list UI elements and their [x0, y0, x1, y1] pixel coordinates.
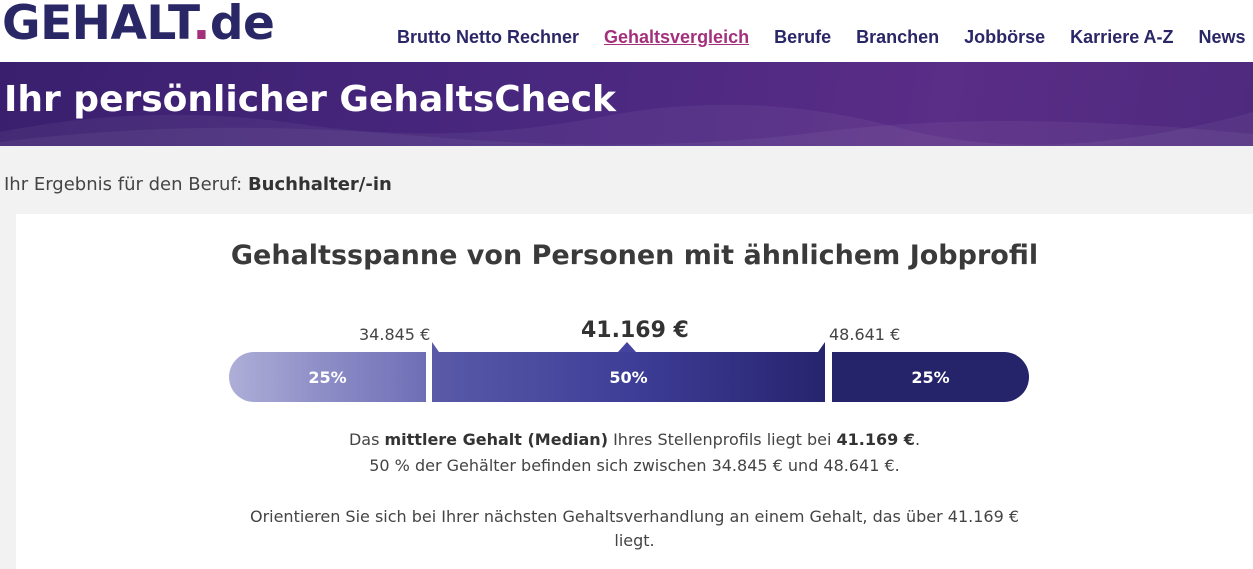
bar-segment-upper: 25%	[832, 352, 1029, 402]
median-description: Das mittlere Gehalt (Median) Ihres Stell…	[16, 430, 1253, 449]
result-line: Ihr Ergebnis für den Beruf: Buchhalter/-…	[4, 174, 392, 195]
nav-karriere-a-z[interactable]: Karriere A-Z	[1070, 27, 1174, 47]
nav-news[interactable]: News	[1198, 27, 1246, 47]
median-desc-e: .	[914, 430, 921, 449]
lower-marker	[432, 342, 439, 352]
nav-jobboerse[interactable]: Jobbörse	[964, 27, 1046, 47]
logo-dot: .	[192, 0, 211, 51]
page-title: Ihr persönlicher GehaltsCheck	[4, 79, 616, 120]
site-logo[interactable]: GEHALT.de	[2, 0, 275, 52]
upper-quartile-value: 48.641 €	[829, 325, 901, 344]
median-desc-a: Das	[348, 430, 385, 449]
result-prefix: Ihr Ergebnis für den Beruf:	[4, 174, 248, 195]
median-desc-c: Ihres Stellenprofils liegt bei	[608, 430, 837, 449]
page-banner: Ihr persönlicher GehaltsCheck	[0, 62, 1253, 146]
logo-suffix: de	[209, 0, 275, 51]
main-nav: Brutto Netto Rechner Gehaltsvergleich Be…	[397, 26, 1253, 48]
salary-range-title: Gehaltsspanne von Personen mit ähnlichem…	[230, 240, 1039, 271]
nav-berufe[interactable]: Berufe	[774, 27, 832, 47]
nav-branchen[interactable]: Branchen	[856, 27, 940, 47]
nav-brutto-netto-rechner[interactable]: Brutto Netto Rechner	[397, 27, 580, 47]
bar-segment-middle: 50%	[432, 352, 825, 402]
median-marker	[618, 342, 636, 352]
advice-line-2: liegt.	[614, 531, 655, 550]
lower-quartile-value: 34.845 €	[359, 325, 431, 344]
median-desc-d: 41.169 €	[836, 430, 915, 449]
salary-card: Gehaltsspanne von Personen mit ähnlichem…	[16, 214, 1253, 569]
median-desc-b: mittlere Gehalt (Median)	[384, 430, 609, 449]
job-title: Buchhalter/-in	[247, 174, 392, 195]
banner-wave-decoration	[0, 104, 1253, 146]
site-header: GEHALT.de Brutto Netto Rechner Gehaltsve…	[0, 0, 1253, 62]
logo-text: GEHALT	[2, 0, 193, 51]
median-value: 41.169 €	[581, 318, 689, 343]
range-description: 50 % der Gehälter befinden sich zwischen…	[369, 456, 900, 475]
bar-segment-lower: 25%	[229, 352, 426, 402]
advice-line-1: Orientieren Sie sich bei Ihrer nächsten …	[249, 507, 1020, 526]
nav-gehaltsvergleich[interactable]: Gehaltsvergleich	[604, 27, 750, 47]
upper-marker	[818, 342, 825, 352]
